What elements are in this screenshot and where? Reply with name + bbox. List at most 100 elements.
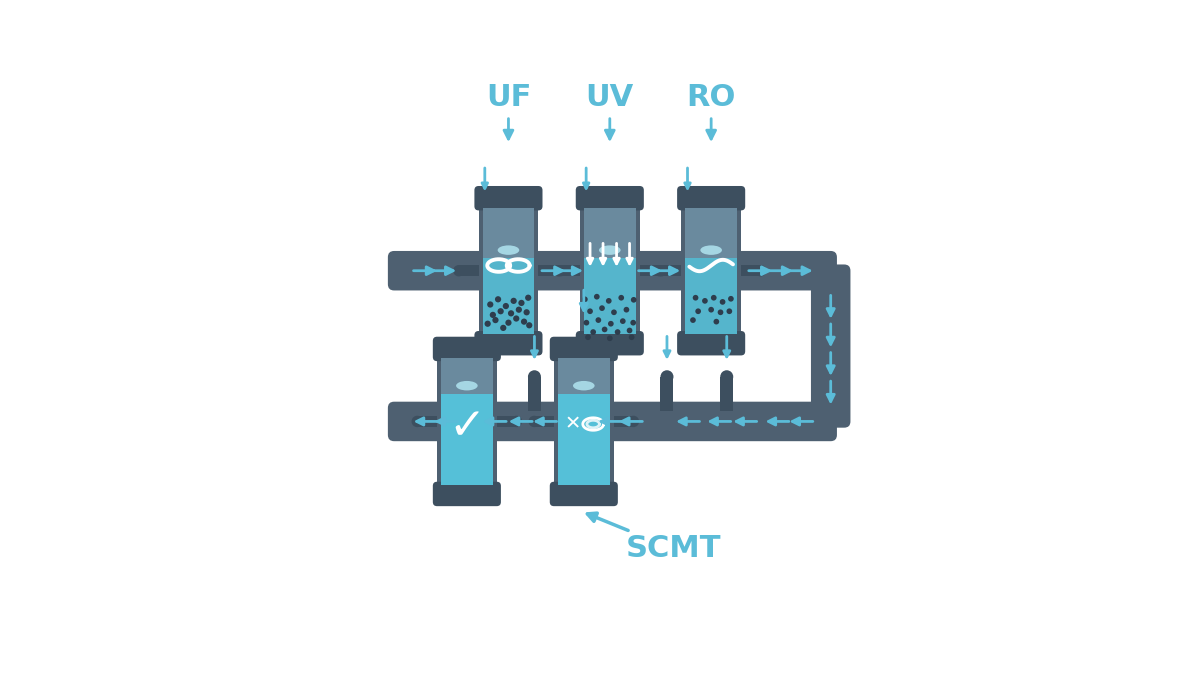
Text: ✕: ✕ — [564, 414, 581, 433]
Text: SCMT: SCMT — [587, 513, 721, 563]
Bar — [584, 207, 636, 258]
FancyBboxPatch shape — [576, 186, 644, 211]
Circle shape — [656, 265, 667, 277]
Bar — [534, 416, 554, 427]
FancyBboxPatch shape — [433, 337, 500, 361]
Bar — [584, 258, 636, 334]
Circle shape — [412, 416, 422, 427]
FancyBboxPatch shape — [388, 402, 836, 441]
Bar — [661, 265, 682, 277]
Circle shape — [498, 308, 504, 315]
Bar — [560, 265, 580, 277]
Circle shape — [599, 305, 605, 311]
Bar — [613, 416, 634, 427]
Circle shape — [528, 371, 541, 383]
Text: RO: RO — [686, 83, 736, 112]
Circle shape — [454, 265, 464, 277]
Circle shape — [494, 296, 502, 302]
Circle shape — [718, 309, 724, 315]
Circle shape — [618, 295, 624, 300]
Circle shape — [660, 371, 673, 383]
Circle shape — [554, 265, 566, 277]
Bar — [558, 394, 610, 485]
Bar — [539, 265, 558, 277]
Bar — [528, 377, 541, 410]
Circle shape — [586, 334, 590, 340]
Circle shape — [528, 416, 540, 427]
Circle shape — [614, 329, 620, 335]
Circle shape — [511, 416, 522, 427]
Circle shape — [595, 317, 601, 323]
Circle shape — [500, 325, 506, 331]
Circle shape — [624, 307, 629, 313]
Ellipse shape — [599, 246, 620, 255]
Bar — [442, 358, 492, 394]
Circle shape — [521, 319, 527, 325]
Circle shape — [607, 335, 613, 341]
Circle shape — [630, 320, 636, 325]
Ellipse shape — [574, 381, 595, 390]
Bar — [660, 377, 673, 410]
FancyBboxPatch shape — [677, 186, 745, 211]
Circle shape — [620, 319, 625, 324]
Circle shape — [611, 309, 617, 315]
FancyBboxPatch shape — [677, 331, 745, 356]
Text: UV: UV — [586, 83, 634, 112]
Circle shape — [628, 416, 640, 427]
Ellipse shape — [456, 381, 478, 390]
Bar — [482, 207, 534, 258]
Bar — [497, 416, 516, 427]
Circle shape — [626, 327, 632, 333]
Circle shape — [505, 319, 511, 326]
Circle shape — [508, 310, 514, 317]
Bar — [479, 207, 539, 335]
Circle shape — [692, 295, 698, 300]
FancyBboxPatch shape — [550, 337, 618, 361]
Circle shape — [606, 298, 612, 304]
Bar — [554, 357, 613, 486]
Circle shape — [503, 303, 509, 309]
Circle shape — [583, 320, 589, 325]
Circle shape — [518, 300, 524, 306]
Circle shape — [702, 298, 708, 304]
Circle shape — [728, 296, 733, 302]
Bar — [720, 377, 733, 410]
Circle shape — [755, 265, 767, 277]
Ellipse shape — [701, 246, 722, 255]
Circle shape — [708, 307, 714, 313]
Bar — [685, 207, 737, 258]
Circle shape — [587, 308, 593, 314]
FancyBboxPatch shape — [576, 331, 644, 356]
Circle shape — [487, 301, 493, 308]
Circle shape — [582, 296, 588, 302]
FancyBboxPatch shape — [474, 331, 542, 356]
FancyBboxPatch shape — [388, 251, 836, 290]
Circle shape — [526, 294, 532, 301]
Bar — [640, 265, 660, 277]
Circle shape — [485, 321, 491, 327]
FancyBboxPatch shape — [474, 186, 542, 211]
Circle shape — [516, 306, 522, 313]
Circle shape — [695, 308, 701, 314]
Circle shape — [590, 329, 596, 335]
Circle shape — [594, 294, 600, 300]
Circle shape — [690, 317, 696, 323]
Circle shape — [514, 315, 520, 322]
Circle shape — [726, 308, 732, 314]
Bar — [482, 258, 534, 334]
Bar — [442, 394, 492, 485]
Circle shape — [492, 317, 498, 323]
Bar — [580, 207, 640, 335]
Circle shape — [490, 312, 496, 318]
Circle shape — [608, 321, 613, 327]
Circle shape — [523, 309, 529, 315]
Bar — [458, 265, 479, 277]
Text: ✓: ✓ — [449, 405, 486, 448]
Text: UF: UF — [486, 83, 532, 112]
Circle shape — [631, 297, 636, 302]
Circle shape — [629, 334, 635, 340]
Circle shape — [714, 319, 719, 325]
Circle shape — [720, 299, 726, 304]
Circle shape — [601, 327, 607, 332]
FancyBboxPatch shape — [811, 265, 851, 428]
